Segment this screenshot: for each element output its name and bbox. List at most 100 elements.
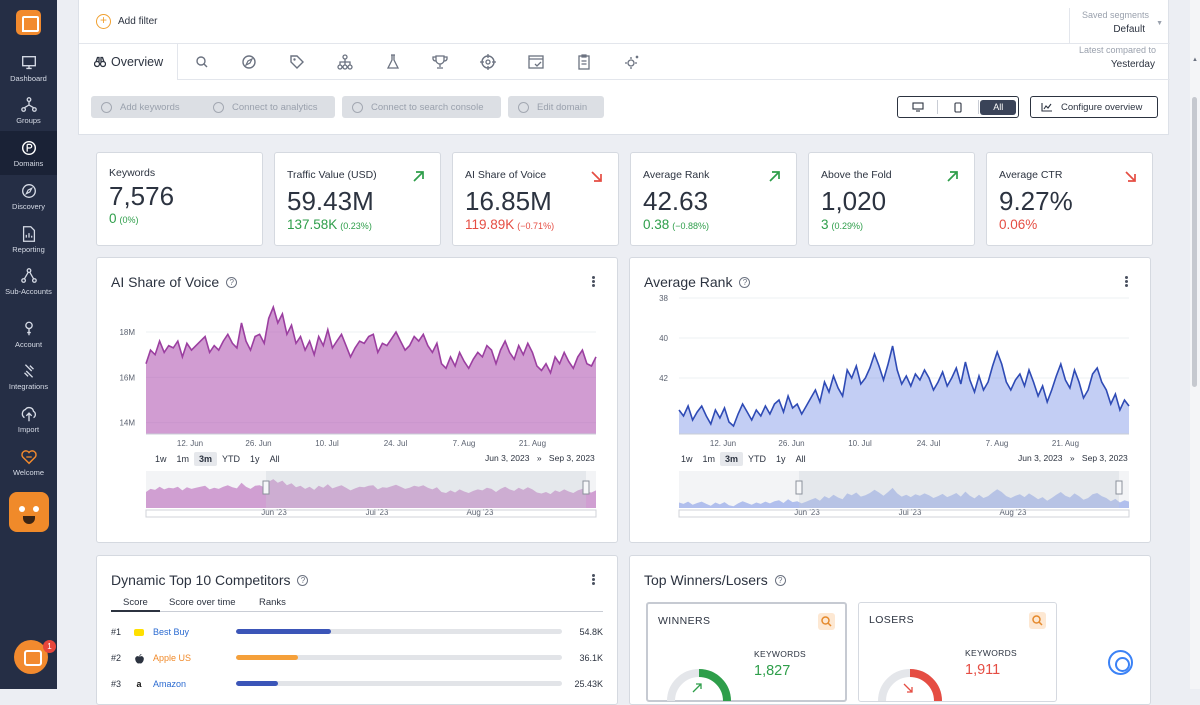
range-button-all[interactable]: All	[795, 454, 806, 464]
search-icon[interactable]	[1029, 612, 1046, 629]
help-icon[interactable]: ?	[739, 276, 751, 288]
compared-to-selector[interactable]: Latest compared to Yesterday	[1079, 45, 1156, 70]
scroll-up-arrow-icon[interactable]: ▲	[1192, 57, 1198, 63]
navigator-handle[interactable]	[582, 480, 590, 495]
sidebar-item-domains[interactable]: Domains	[0, 131, 57, 175]
competitor-name[interactable]: Apple US	[153, 653, 192, 663]
sidebar-item-groups[interactable]: Groups	[0, 96, 57, 138]
navigator-handle[interactable]	[795, 480, 803, 495]
winners-card[interactable]: WINNERS KEYWORDS 1,827	[646, 602, 847, 702]
help-icon[interactable]: ?	[297, 574, 309, 586]
losers-gauge-icon	[878, 669, 942, 701]
sidebar-item-label: Discovery	[12, 202, 45, 211]
navigator-handle[interactable]	[1115, 480, 1123, 495]
subtab-score[interactable]: Score	[111, 597, 160, 612]
more-options-icon[interactable]	[592, 276, 595, 279]
range-button-3m[interactable]: 3m	[720, 452, 744, 466]
assistant-button[interactable]	[1108, 650, 1133, 675]
mascot-tiger-icon[interactable]	[9, 492, 49, 532]
app-logo[interactable]	[16, 10, 41, 35]
losers-card[interactable]: LOSERS KEYWORDS 1,911	[858, 602, 1057, 702]
competitor-name[interactable]: Amazon	[153, 679, 187, 689]
subtab-score-over-time[interactable]: Score over time	[169, 597, 236, 608]
navigator-selection[interactable]	[266, 471, 586, 508]
range-button-1w[interactable]: 1w	[155, 454, 167, 464]
tab-target-icon[interactable]	[479, 53, 497, 71]
tab-flask-icon[interactable]	[384, 53, 402, 71]
kpi-label: Average Rank	[643, 169, 710, 181]
sidebar-item-reporting[interactable]: Reporting	[0, 225, 57, 267]
kpi-card-traffic-value-usd[interactable]: Traffic Value (USD) 59.43M 137.58K (0.23%)	[274, 152, 441, 246]
competitor-row[interactable]: #1 Best Buy 54.8K	[111, 627, 603, 643]
tab-overview[interactable]: Overview	[79, 44, 178, 80]
sidebar-item-label: Sub-Accounts	[5, 287, 52, 296]
competitor-row[interactable]: #2 Apple US 36.1K	[111, 653, 603, 669]
sidebar-item-sub-accounts[interactable]: Sub-Accounts	[0, 267, 57, 309]
subaccounts-icon	[20, 268, 37, 283]
date-range[interactable]: Jun 3, 2023 » Sep 3, 2023	[485, 453, 595, 463]
navigator-scrollbar[interactable]	[145, 509, 597, 518]
configure-overview-button[interactable]: Configure overview	[1030, 96, 1158, 118]
saved-segments-label: Saved segments	[1081, 10, 1149, 20]
connect-search-console-button[interactable]: Connect to search console	[342, 96, 501, 118]
tab-clipboard-icon[interactable]	[575, 53, 593, 71]
sidebar-item-welcome[interactable]: Welcome	[0, 448, 57, 490]
kpi-card-ai-share-of-voice[interactable]: AI Share of Voice 16.85M 119.89K (−0.71%)	[452, 152, 619, 246]
range-button-1m[interactable]: 1m	[702, 454, 716, 464]
range-button-1m[interactable]: 1m	[176, 454, 190, 464]
competitor-name[interactable]: Best Buy	[153, 627, 190, 637]
help-icon[interactable]: ?	[226, 276, 238, 288]
tab-compass-icon[interactable]	[240, 53, 258, 71]
range-button-3m[interactable]: 3m	[194, 452, 218, 466]
range-button-1y[interactable]: 1y	[776, 454, 786, 464]
tab-trophy-icon[interactable]	[431, 53, 449, 71]
sidebar-item-integrations[interactable]: Integrations	[0, 362, 57, 404]
more-options-icon[interactable]	[1125, 276, 1128, 279]
competitor-score-fill	[236, 629, 331, 634]
integrations-icon	[23, 364, 34, 378]
y-tick-label: 42	[659, 374, 668, 383]
navigator-scrollbar[interactable]	[678, 509, 1130, 518]
navigator-selection[interactable]	[799, 471, 1119, 508]
kpi-card-average-rank[interactable]: Average Rank 42.63 0.38 (−0.88%)	[630, 152, 797, 246]
range-button-ytd[interactable]: YTD	[748, 454, 767, 464]
navigator-handle[interactable]	[262, 480, 270, 495]
kpi-card-keywords[interactable]: Keywords 7,576 0 (0%)	[96, 152, 263, 246]
add-filter-label: Add filter	[118, 16, 158, 27]
desktop-device-toggle[interactable]	[898, 97, 937, 117]
sidebar-item-label: Reporting	[12, 245, 45, 254]
chat-button[interactable]	[14, 640, 48, 674]
subtab-ranks[interactable]: Ranks	[259, 597, 286, 608]
mobile-device-toggle[interactable]	[938, 97, 977, 117]
kpi-card-above-the-fold[interactable]: Above the Fold 1,020 3 (0.29%)	[808, 152, 975, 246]
add-keywords-button[interactable]: Add keywords	[91, 96, 223, 118]
tab-settings-gear-icon[interactable]	[623, 53, 641, 71]
add-filter-button[interactable]: + Add filter	[96, 14, 157, 29]
sidebar-item-account[interactable]: Account	[0, 320, 57, 362]
tab-search-icon[interactable]	[193, 53, 211, 71]
sidebar-item-dashboard[interactable]: Dashboard	[0, 54, 57, 96]
range-button-ytd[interactable]: YTD	[222, 454, 241, 464]
kpi-change-percent: (0.23%)	[340, 221, 372, 231]
more-options-icon[interactable]	[592, 574, 595, 577]
saved-segments-dropdown[interactable]: Saved segments Default ▼	[1069, 8, 1169, 44]
kpi-card-average-ctr[interactable]: Average CTR 9.27% 0.06%	[986, 152, 1153, 246]
search-icon[interactable]	[818, 613, 835, 630]
sidebar-item-discovery[interactable]: Discovery	[0, 182, 57, 224]
help-icon[interactable]: ?	[774, 574, 786, 586]
connect-search-console-label: Connect to search console	[371, 101, 484, 113]
range-button-1w[interactable]: 1w	[681, 454, 693, 464]
edit-domain-button[interactable]: Edit domain	[508, 96, 604, 118]
competitor-row[interactable]: #3 a Amazon 25.43K	[111, 679, 603, 695]
sidebar-item-import[interactable]: Import	[0, 405, 57, 447]
range-button-all[interactable]: All	[269, 454, 280, 464]
tab-tag-icon[interactable]	[288, 53, 306, 71]
range-button-1y[interactable]: 1y	[250, 454, 260, 464]
date-range[interactable]: Jun 3, 2023 » Sep 3, 2023	[1018, 453, 1128, 463]
connect-analytics-button[interactable]: Connect to analytics	[203, 96, 335, 118]
tab-hierarchy-icon[interactable]	[336, 53, 354, 71]
y-tick-label: 40	[659, 334, 668, 343]
scrollbar-thumb[interactable]	[1192, 97, 1197, 387]
tab-browser-check-icon[interactable]	[527, 53, 545, 71]
all-devices-toggle[interactable]: All	[979, 97, 1018, 117]
